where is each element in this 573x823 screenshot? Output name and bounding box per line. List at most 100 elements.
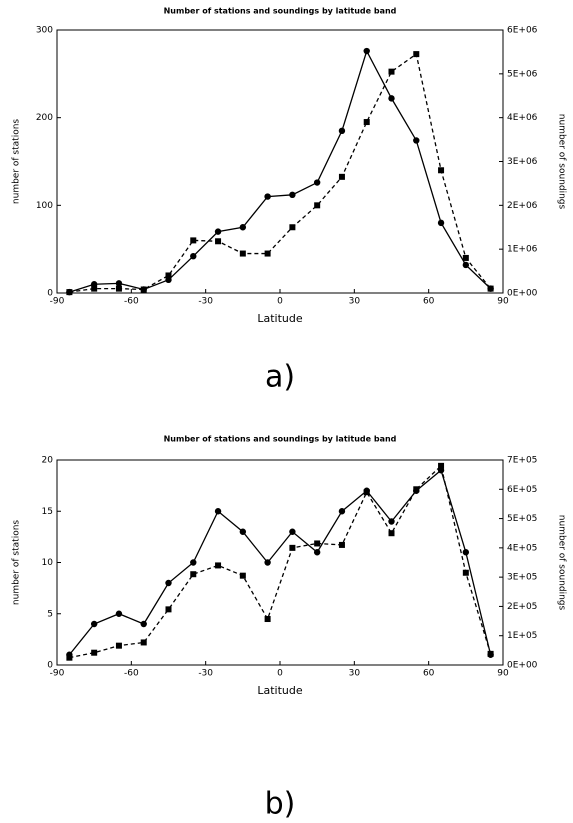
circle-marker xyxy=(388,95,395,102)
y2-tick-label: 5E+06 xyxy=(507,69,538,79)
y-tick-label: 0 xyxy=(47,289,53,299)
series-line xyxy=(69,49,492,293)
y2-tick-label: 3E+05 xyxy=(507,573,537,583)
y-tick-label: 20 xyxy=(42,456,54,466)
square-marker xyxy=(413,486,420,493)
square-marker xyxy=(66,289,73,296)
circle-marker xyxy=(437,219,445,227)
x-tick-label: 30 xyxy=(349,669,361,679)
circle-marker xyxy=(90,620,98,628)
circle-marker xyxy=(363,47,370,55)
y2-tick-label: 6E+06 xyxy=(507,26,538,36)
circle-marker xyxy=(313,179,321,186)
circle-marker xyxy=(462,261,470,269)
circle-marker xyxy=(214,508,222,515)
square-marker xyxy=(413,51,420,58)
y2-tick-label: 2E+06 xyxy=(507,201,538,211)
square-marker xyxy=(388,530,395,537)
y2-tick-label: 1E+05 xyxy=(507,631,537,641)
x-tick-label: 30 xyxy=(349,297,361,307)
square-marker xyxy=(462,254,469,261)
square-marker xyxy=(487,650,494,657)
circle-marker xyxy=(190,559,197,566)
square-marker xyxy=(190,237,197,244)
circle-marker xyxy=(413,137,420,144)
circle-marker xyxy=(115,610,123,617)
plot-frame xyxy=(56,29,504,294)
y2-tick-label: 0E+00 xyxy=(507,661,538,671)
square-marker xyxy=(289,544,296,551)
x-tick-label: -60 xyxy=(124,669,139,679)
y2-tick-label: 5E+05 xyxy=(507,514,537,524)
chart-title: Number of stations and soundings by lati… xyxy=(164,7,397,16)
circle-marker xyxy=(388,518,395,525)
square-marker xyxy=(264,616,271,623)
square-marker xyxy=(338,541,345,548)
y-tick-label: 200 xyxy=(36,113,53,123)
x-axis-label: Latitude xyxy=(257,312,303,325)
x-tick-label: 0 xyxy=(277,297,283,307)
square-marker xyxy=(91,649,98,656)
square-marker xyxy=(239,572,246,579)
x-tick-label: 90 xyxy=(497,297,509,307)
square-marker xyxy=(215,562,222,569)
y2-tick-label: 6E+05 xyxy=(507,485,537,495)
y2-axis-label: number of soundings xyxy=(557,515,567,611)
circle-marker xyxy=(239,528,247,535)
circle-marker xyxy=(190,252,197,260)
circle-marker xyxy=(338,127,346,135)
y-tick-label: 100 xyxy=(36,201,53,211)
y-axis-label: number of stations xyxy=(12,119,22,204)
x-axis-label: Latitude xyxy=(257,684,303,697)
square-marker xyxy=(438,167,445,174)
circle-marker xyxy=(140,620,147,628)
y2-tick-label: 4E+05 xyxy=(507,543,537,553)
square-marker xyxy=(115,285,122,292)
square-marker xyxy=(264,250,271,257)
x-tick-label: 60 xyxy=(423,669,435,679)
square-marker xyxy=(115,642,122,649)
circle-marker xyxy=(264,559,271,566)
square-marker xyxy=(140,286,147,293)
square-marker xyxy=(190,571,197,578)
circle-marker xyxy=(462,549,470,556)
circle-marker xyxy=(289,528,296,535)
y-tick-label: 5 xyxy=(47,609,53,619)
x-tick-label: -90 xyxy=(50,669,65,679)
square-marker xyxy=(363,119,370,126)
y2-axis-label: number of soundings xyxy=(557,114,567,210)
circle-marker xyxy=(289,191,296,199)
circle-marker xyxy=(338,508,346,515)
circle-marker xyxy=(264,193,271,200)
plot-frame xyxy=(56,459,504,666)
circle-marker xyxy=(214,228,222,235)
square-marker xyxy=(66,654,73,661)
series-line xyxy=(69,464,492,659)
y-tick-label: 300 xyxy=(36,26,53,36)
x-tick-label: 60 xyxy=(423,297,435,307)
y-axis-label: number of stations xyxy=(12,520,22,605)
x-tick-label: 90 xyxy=(497,669,509,679)
x-tick-label: 0 xyxy=(277,669,283,679)
x-tick-label: -30 xyxy=(198,297,213,307)
square-marker xyxy=(487,285,494,292)
square-marker xyxy=(91,285,98,292)
y2-tick-label: 2E+05 xyxy=(507,602,537,612)
square-marker xyxy=(462,569,469,576)
y2-tick-label: 3E+06 xyxy=(507,157,538,167)
y-tick-label: 15 xyxy=(42,507,53,517)
circle-marker xyxy=(239,224,247,231)
square-marker xyxy=(165,272,172,279)
x-tick-label: -60 xyxy=(124,297,139,307)
square-marker xyxy=(289,224,296,231)
caption: a) xyxy=(265,360,295,395)
y-tick-label: 10 xyxy=(42,558,54,568)
square-marker xyxy=(314,202,321,209)
y2-tick-label: 4E+06 xyxy=(507,113,538,123)
square-marker xyxy=(388,68,395,75)
circle-marker xyxy=(313,549,321,556)
caption: b) xyxy=(265,787,296,822)
y-tick-label: 0 xyxy=(47,661,53,671)
square-marker xyxy=(363,489,370,496)
